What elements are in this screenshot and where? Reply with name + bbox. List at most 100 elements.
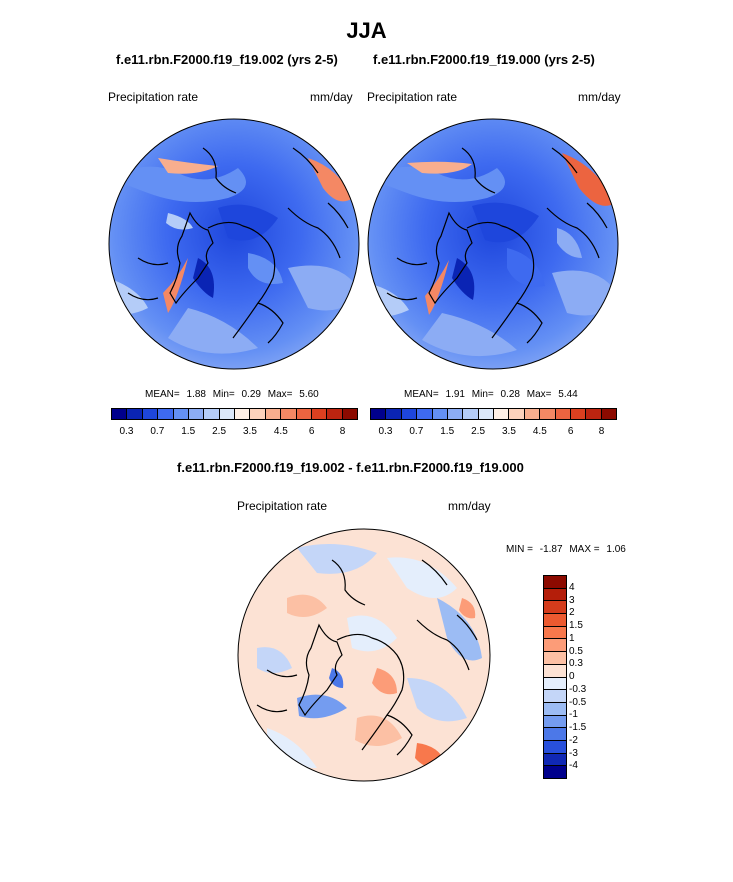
colorbar-swatch [463,409,479,419]
colorbar-swatch [570,409,587,419]
panel2-max-label: Max= [526,389,552,400]
colorbar-tick-label: 6 [567,426,574,437]
colorbar-swatch [544,601,566,615]
colorbar-swatch [401,409,418,419]
colorbar-tick-label: 1 [569,632,575,644]
colorbar-swatch [544,702,566,716]
colorbar-tick-label: 0.7 [150,426,165,437]
colorbar-swatch [327,409,343,419]
colorbar-tick-label: 0.5 [569,645,583,657]
colorbar-swatch [509,409,525,419]
panel2-stats: MEAN= 1.91 Min= 0.28 Max= 5.44 [404,389,578,400]
panel1-case-title: f.e11.rbn.F2000.f19_f19.002 (yrs 2-5) [116,52,338,67]
panel1-max-value: 5.60 [299,389,319,400]
colorbar-swatch [555,409,571,419]
panel2-min-value: 0.28 [500,389,520,400]
diff-max-value: 1.06 [606,544,626,555]
diff-min-value: -1.87 [539,544,563,555]
panel1-stats: MEAN= 1.88 Min= 0.29 Max= 5.60 [145,389,319,400]
colorbar-swatch [544,652,566,665]
colorbar-swatch [478,409,494,419]
diff-variable-label: Precipitation rate [237,499,328,513]
figure-title: JJA [346,18,387,43]
colorbar-tick-label: -2 [569,734,578,746]
colorbar-swatch [544,753,566,767]
colorbar-swatch [417,409,433,419]
colorbar-swatch [544,677,566,691]
colorbar-tick-label: 1.5 [440,426,455,437]
panel1-units-label: mm/day [310,90,353,104]
colorbar-tick-label: -0.5 [569,696,587,708]
colorbar-swatch [142,409,159,419]
colorbar-swatch [586,409,602,419]
colorbar-swatch [311,409,328,419]
colorbar-swatch [127,409,143,419]
diff-title: f.e11.rbn.F2000.f19_f19.002 - f.e11.rbn.… [177,460,524,475]
colorbar-swatch [524,409,541,419]
diff-max-label: MAX = [569,544,600,555]
panel1-mean-value: 1.88 [186,389,206,400]
colorbar-tick-label: -0.3 [569,683,587,695]
panel1-max-label: Max= [267,389,293,400]
colorbar-tick-label: -1 [569,709,578,721]
colorbar-swatch [371,409,387,419]
colorbar-tick-label: 0.3 [119,426,134,437]
colorbar-swatch [540,409,556,419]
colorbar-swatch [188,409,205,419]
panel2-units-label: mm/day [578,90,621,104]
panel1-min-value: 0.29 [241,389,261,400]
diff-units-label: mm/day [448,499,491,513]
colorbar-swatch [250,409,266,419]
colorbar-swatch [601,409,616,419]
panel2-mean-label: MEAN= [404,389,439,400]
colorbar-tick-label: 3 [569,594,575,606]
colorbar-tick-label: -1.5 [569,722,587,733]
colorbar-swatch [447,409,464,419]
panel2-min-label: Min= [471,389,494,400]
colorbar-swatch [342,409,357,419]
colorbar-swatch [544,715,566,729]
colorbar-tick-label: 4 [569,581,575,593]
diff-min-label: MIN = [506,544,533,555]
colorbar-swatch [173,409,189,419]
colorbar-tick-label: 0.7 [409,426,424,437]
colorbar-tick-label: 4.5 [273,426,288,437]
colorbar-tick-label: 2.5 [212,426,227,437]
colorbar-swatch [296,409,312,419]
colorbar-tick-label: 0.3 [569,658,583,670]
panel1-polar-map [108,118,360,370]
colorbar-tick-label: 6 [308,426,315,437]
colorbar-swatch [544,639,566,653]
colorbar-tick-label: 0.3 [378,426,393,437]
colorbar-swatch [204,409,220,419]
diff-polar-map [237,528,491,782]
colorbar-tick-label: 2.5 [471,426,486,437]
colorbar-swatch [281,409,297,419]
colorbar-swatch [265,409,282,419]
colorbar-swatch [544,690,566,703]
colorbar-tick-label: 2 [569,607,575,619]
colorbar-swatch [544,766,566,778]
colorbar-swatch [494,409,510,419]
colorbar-swatch [544,664,566,678]
panel1-mean-label: MEAN= [145,389,180,400]
colorbar-swatch [158,409,174,419]
colorbar-tick-label: 0 [569,671,575,682]
panel2-case-title: f.e11.rbn.F2000.f19_f19.000 (yrs 2-5) [373,52,595,67]
colorbar-tick-label: -4 [569,760,578,772]
diff-colorbar [543,575,567,779]
colorbar-swatch [112,409,128,419]
panel2-variable-label: Precipitation rate [367,90,458,104]
colorbar-tick-label: 4.5 [532,426,547,437]
colorbar-swatch [432,409,448,419]
colorbar-tick-label: 8 [598,426,605,437]
panel1-min-label: Min= [212,389,235,400]
colorbar-swatch [544,588,566,602]
panel2-max-value: 5.44 [558,389,578,400]
colorbar-tick-label: 3.5 [501,426,516,437]
colorbar-swatch [235,409,251,419]
colorbar-swatch [219,409,235,419]
colorbar-tick-label: -3 [569,747,578,759]
colorbar-tick-label: 1.5 [569,620,583,631]
colorbar-tick-label: 1.5 [181,426,196,437]
